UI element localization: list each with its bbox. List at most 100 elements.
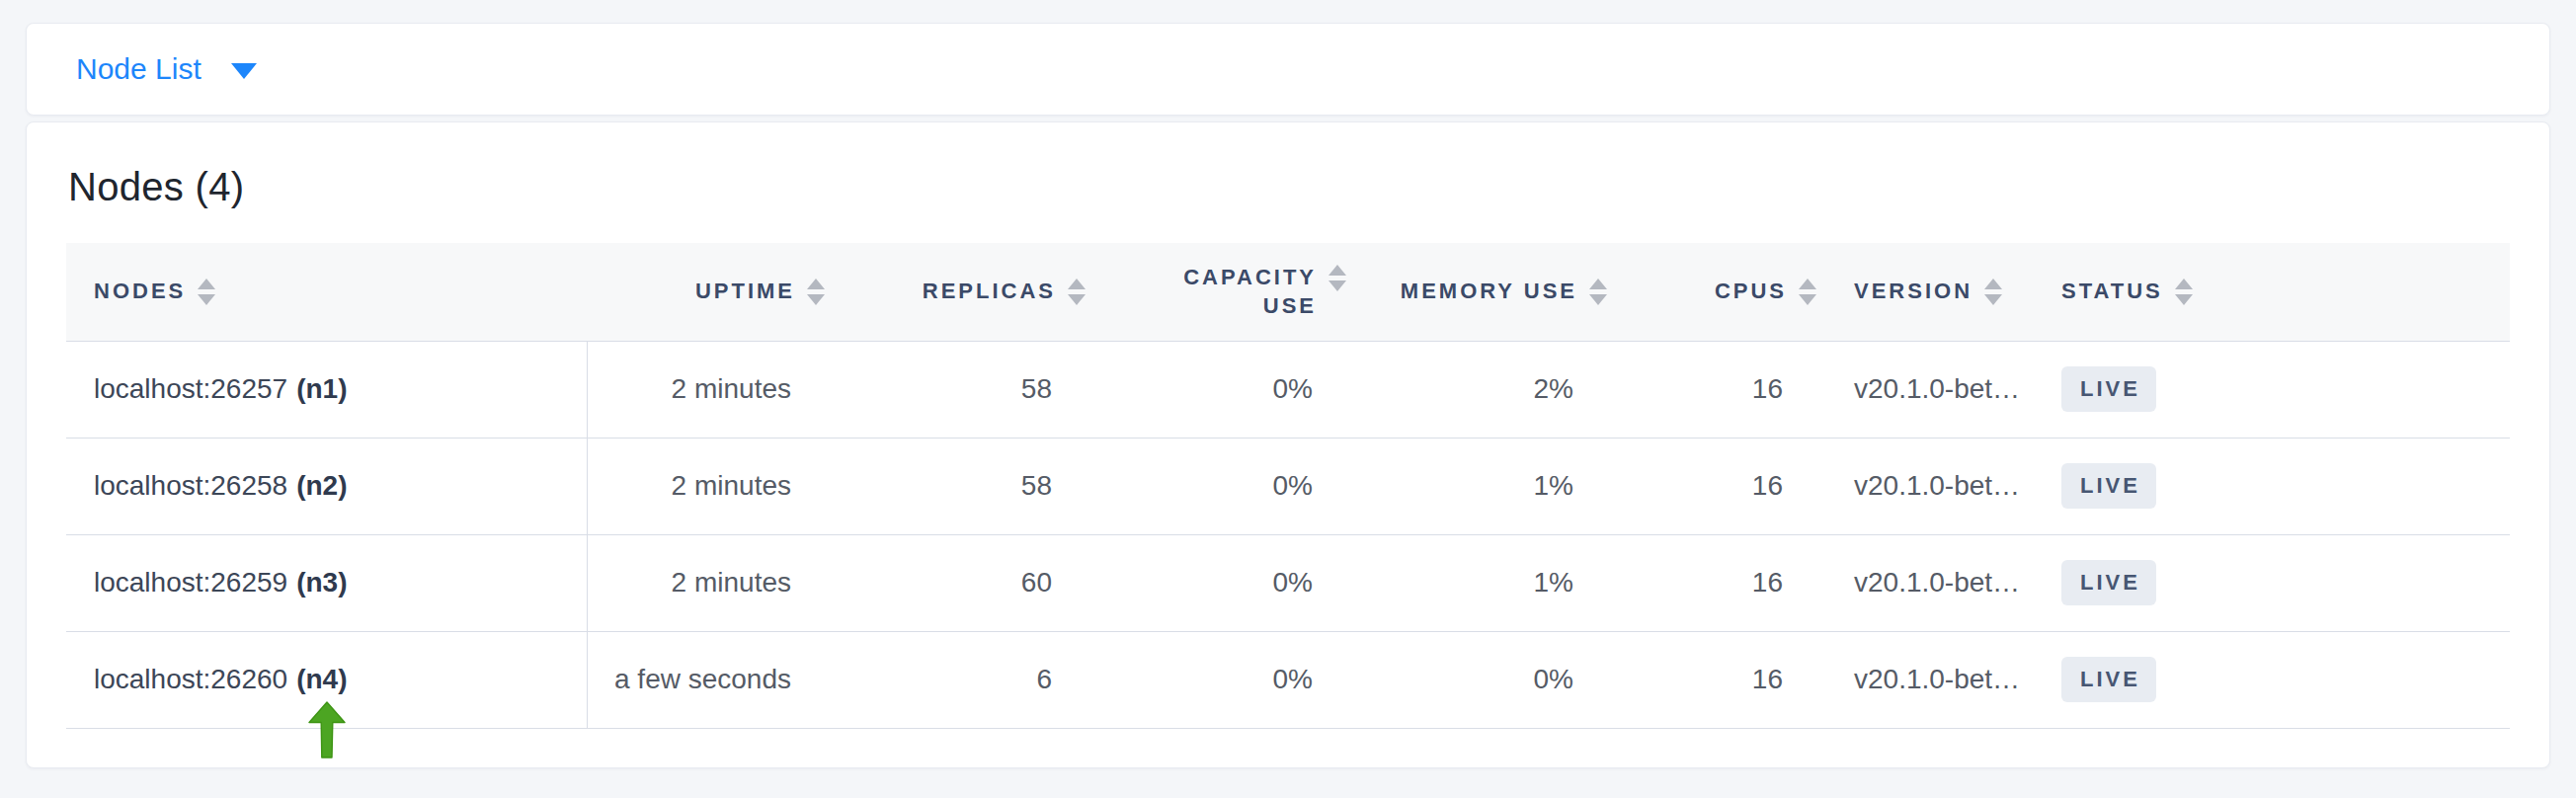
sort-icon[interactable]: [1328, 265, 1346, 291]
column-header-inner: VERSION: [1820, 279, 2038, 305]
sort-down-icon: [1799, 294, 1816, 305]
column-header-inner: UPTIME: [587, 279, 829, 305]
cell-nodes[interactable]: localhost:26258 (n2): [66, 438, 587, 534]
cell-cpus: 16: [1611, 534, 1820, 631]
sort-down-icon: [1068, 294, 1086, 305]
node-id: (n1): [296, 373, 347, 404]
sort-icon[interactable]: [1589, 279, 1607, 305]
cell-capacity: 0%: [1089, 341, 1350, 438]
cell-uptime: 2 minutes: [587, 341, 829, 438]
sort-icon[interactable]: [2175, 279, 2193, 305]
cell-nodes[interactable]: localhost:26257 (n1): [66, 341, 587, 438]
view-selector-dropdown[interactable]: Node List: [76, 52, 257, 86]
node-id: (n4): [296, 664, 347, 694]
memory-value: 1%: [1534, 470, 1573, 501]
cell-memory: 1%: [1350, 438, 1611, 534]
cell-uptime: 2 minutes: [587, 438, 829, 534]
cell-capacity: 0%: [1089, 438, 1350, 534]
sort-down-icon: [1589, 294, 1607, 305]
capacity-value: 0%: [1273, 470, 1313, 501]
column-header-version[interactable]: VERSION: [1820, 243, 2038, 341]
memory-value: 0%: [1534, 664, 1573, 694]
status-badge: LIVE: [2061, 657, 2156, 702]
sort-icon[interactable]: [1799, 279, 1816, 305]
cpus-value: 16: [1752, 664, 1783, 694]
sort-icon[interactable]: [1984, 279, 2002, 305]
cell-nodes[interactable]: localhost:26259 (n3): [66, 534, 587, 631]
cell-cpus: 16: [1611, 631, 1820, 728]
node-address: localhost:26258: [94, 470, 287, 501]
column-label-memory: MEMORY USE: [1401, 279, 1577, 304]
cell-replicas: 58: [829, 438, 1089, 534]
sort-icon[interactable]: [1068, 279, 1086, 305]
cpus-value: 16: [1752, 470, 1783, 501]
cell-memory: 0%: [1350, 631, 1611, 728]
table-row: localhost:26257 (n1) 2 minutes 58 0% 2% 16 v20.…: [66, 341, 2510, 438]
sort-down-icon: [198, 294, 215, 305]
caret-down-icon: [231, 63, 257, 79]
column-header-inner: REPLICAS: [829, 279, 1089, 305]
capacity-value: 0%: [1273, 664, 1313, 694]
memory-value: 1%: [1534, 567, 1573, 598]
column-header-status[interactable]: STATUS: [2038, 243, 2510, 341]
column-header-replicas[interactable]: REPLICAS: [829, 243, 1089, 341]
node-address: localhost:26259: [94, 567, 287, 598]
nodes-card: Nodes (4) NODES UPTIME REPLICAS CAPACITY US…: [26, 121, 2550, 768]
cell-version: v20.1.0-bet…: [1820, 631, 2038, 728]
column-header-capacity[interactable]: CAPACITY USE: [1089, 243, 1350, 341]
sort-up-icon: [198, 279, 215, 289]
sort-up-icon: [1068, 279, 1086, 289]
column-header-uptime[interactable]: UPTIME: [587, 243, 829, 341]
replicas-value: 6: [1036, 664, 1052, 694]
node-id: (n3): [296, 567, 347, 598]
cell-status: LIVE: [2038, 438, 2510, 534]
cell-replicas: 60: [829, 534, 1089, 631]
cell-version: v20.1.0-bet…: [1820, 341, 2038, 438]
column-header-inner: CPUS: [1611, 279, 1820, 305]
view-selector-label: Node List: [76, 52, 201, 86]
cell-status: LIVE: [2038, 534, 2510, 631]
sort-up-icon: [807, 279, 825, 289]
sort-up-icon: [1328, 265, 1346, 276]
column-header-inner: STATUS: [2038, 279, 2510, 305]
cell-capacity: 0%: [1089, 534, 1350, 631]
column-header-nodes[interactable]: NODES: [66, 243, 587, 341]
version-value: v20.1.0-bet…: [1854, 470, 2020, 501]
memory-value: 2%: [1534, 373, 1573, 404]
sort-down-icon: [807, 294, 825, 305]
status-badge: LIVE: [2061, 366, 2156, 412]
page-title: Nodes (4): [66, 122, 2510, 207]
table-row: localhost:26258 (n2) 2 minutes 58 0% 1% 16 v20.…: [66, 438, 2510, 534]
green-arrow-up-icon: [308, 701, 346, 758]
capacity-value: 0%: [1273, 373, 1313, 404]
node-address: localhost:26257: [94, 373, 287, 404]
column-label-uptime: UPTIME: [695, 279, 795, 304]
cell-replicas: 6: [829, 631, 1089, 728]
column-label-status: STATUS: [2061, 279, 2163, 304]
sort-up-icon: [1984, 279, 2002, 289]
cpus-value: 16: [1752, 373, 1783, 404]
column-label-replicas: REPLICAS: [923, 279, 1056, 304]
sort-icon[interactable]: [198, 279, 215, 305]
node-address: localhost:26260: [94, 664, 287, 694]
column-header-memory[interactable]: MEMORY USE: [1350, 243, 1611, 341]
replicas-value: 60: [1021, 567, 1052, 598]
uptime-value: a few seconds: [614, 664, 791, 694]
cell-cpus: 16: [1611, 341, 1820, 438]
column-header-cpus[interactable]: CPUS: [1611, 243, 1820, 341]
column-header-inner: CAPACITY USE: [1089, 263, 1350, 320]
uptime-value: 2 minutes: [672, 470, 791, 501]
cell-version: v20.1.0-bet…: [1820, 534, 2038, 631]
node-id: (n2): [296, 470, 347, 501]
view-selector-bar: Node List: [26, 23, 2550, 116]
version-value: v20.1.0-bet…: [1854, 664, 2020, 694]
replicas-value: 58: [1021, 373, 1052, 404]
sort-up-icon: [1799, 279, 1816, 289]
column-label-cpus: CPUS: [1715, 279, 1787, 304]
cell-uptime: 2 minutes: [587, 534, 829, 631]
sort-icon[interactable]: [807, 279, 825, 305]
cell-replicas: 58: [829, 341, 1089, 438]
column-header-inner: MEMORY USE: [1350, 279, 1611, 305]
table-header-row: NODES UPTIME REPLICAS CAPACITY USE MEMORY US…: [66, 243, 2510, 341]
sort-up-icon: [1589, 279, 1607, 289]
